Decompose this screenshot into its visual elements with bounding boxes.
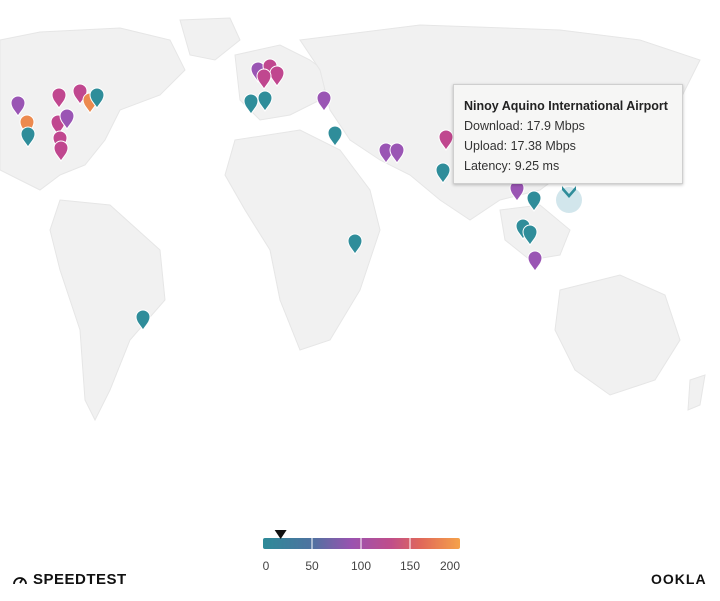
legend-indicator	[274, 530, 287, 539]
selected-location-pin[interactable]	[562, 186, 576, 198]
new-zealand-land	[687, 374, 706, 411]
legend-tick: 200	[439, 559, 461, 573]
location-pin[interactable]	[51, 87, 67, 109]
location-pin[interactable]	[10, 95, 26, 117]
location-pin[interactable]	[347, 233, 363, 255]
location-pin[interactable]	[243, 93, 259, 115]
upload-value: 17.38 Mbps	[510, 139, 576, 153]
location-pin[interactable]	[378, 142, 394, 164]
tooltip-download-row: Download: 17.9 Mbps	[464, 116, 672, 136]
latency-label: Latency:	[464, 159, 512, 173]
location-pin[interactable]	[438, 129, 454, 151]
location-pin[interactable]	[256, 68, 272, 90]
location-pin[interactable]	[316, 90, 332, 112]
tooltip-latency-row: Latency: 9.25 ms	[464, 156, 672, 176]
tooltip-title: Ninoy Aquino International Airport	[464, 99, 668, 113]
greenland-land	[179, 17, 241, 61]
speedtest-wordmark: SPEEDTEST	[33, 571, 127, 588]
speedtest-logo: SPEEDTEST	[12, 571, 127, 588]
legend-tick: 150	[399, 559, 421, 573]
latency-value: 9.25 ms	[514, 159, 560, 173]
legend-bar	[263, 530, 460, 549]
ookla-logo: OOKLA	[651, 571, 707, 587]
location-tooltip: Ninoy Aquino International Airport Downl…	[453, 84, 683, 184]
selected-location-halo	[556, 187, 582, 213]
tooltip-upload-row: Upload: 17.38 Mbps	[464, 136, 672, 156]
location-pins[interactable]	[10, 58, 576, 331]
location-pin[interactable]	[269, 65, 285, 87]
speedometer-icon	[13, 576, 27, 584]
legend-tick-labels: 0 50 100 150 200	[0, 559, 720, 577]
legend-tick: 50	[305, 559, 319, 573]
location-pin[interactable]	[59, 108, 75, 130]
legend-tick: 100	[350, 559, 372, 573]
africa-land	[224, 129, 381, 351]
download-label: Download:	[464, 119, 524, 133]
south-america-land	[49, 199, 166, 422]
upload-label: Upload:	[464, 139, 508, 153]
australia-land	[554, 274, 681, 396]
location-pin[interactable]	[526, 190, 542, 212]
location-pin[interactable]	[327, 125, 343, 147]
location-pin[interactable]	[20, 126, 36, 148]
location-pin[interactable]	[509, 180, 525, 202]
location-pin[interactable]	[257, 90, 273, 112]
legend-tick: 0	[262, 559, 270, 573]
download-value: 17.9 Mbps	[526, 119, 585, 133]
location-pin[interactable]	[53, 140, 69, 162]
land-layer	[0, 17, 706, 422]
location-pin[interactable]	[135, 309, 151, 331]
location-pin[interactable]	[435, 162, 451, 184]
location-pin[interactable]	[89, 87, 105, 109]
location-pin[interactable]	[527, 250, 543, 272]
location-pin[interactable]	[389, 142, 405, 164]
location-pin[interactable]	[522, 224, 538, 246]
